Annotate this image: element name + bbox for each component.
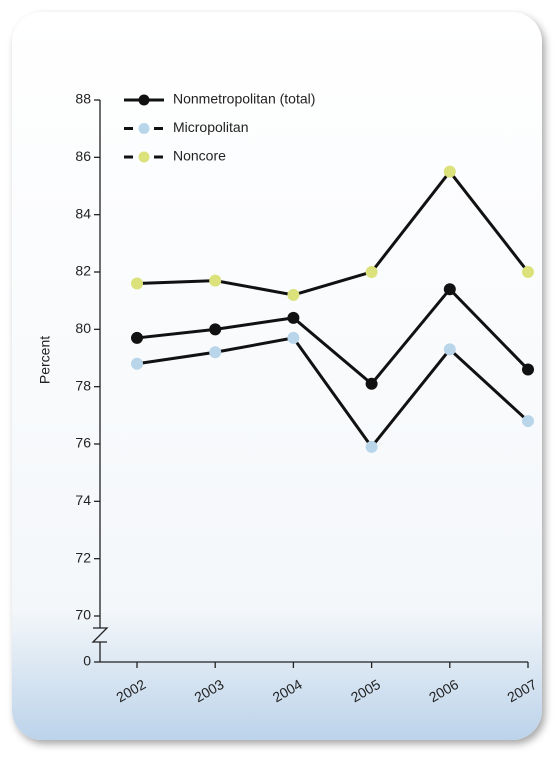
data-point	[365, 266, 378, 278]
legend-label: Noncore	[173, 148, 226, 164]
data-point	[287, 331, 300, 344]
legend-marker	[138, 123, 150, 134]
y-tick-label: 86	[75, 148, 91, 164]
data-point	[443, 283, 456, 296]
series-line	[136, 336, 530, 450]
y-tick-label: 80	[75, 320, 91, 336]
legend-marker	[138, 94, 150, 106]
y-tick-label: 70	[75, 607, 91, 623]
legend-label: Nonmetropolitan (total)	[173, 91, 315, 107]
data-point	[209, 323, 222, 336]
legend-marker	[138, 151, 150, 163]
y-tick-label: 88	[75, 91, 91, 107]
data-point	[131, 277, 143, 290]
y-tick-label: 84	[75, 205, 91, 221]
data-point	[522, 415, 534, 428]
data-point	[209, 274, 222, 287]
data-point	[443, 343, 456, 356]
data-point	[365, 440, 378, 453]
data-point	[443, 165, 456, 178]
data-point	[131, 357, 143, 370]
y-tick-label: 78	[75, 377, 91, 393]
data-point	[131, 331, 143, 344]
data-point	[209, 346, 222, 359]
card	[12, 12, 542, 740]
series-line	[136, 169, 530, 297]
y-tick-label: 82	[75, 263, 91, 279]
data-point	[365, 377, 378, 390]
data-point	[287, 288, 300, 301]
y-axis-label: Percent	[37, 336, 53, 384]
y-tick-label: 72	[75, 549, 91, 565]
y-tick-label: 76	[75, 435, 91, 451]
data-point	[287, 311, 300, 324]
data-point	[522, 266, 534, 278]
y-tick-label: 0	[83, 653, 91, 669]
y-tick-label: 74	[75, 492, 91, 508]
data-point	[522, 363, 534, 376]
legend-label: Micropolitan	[173, 119, 248, 135]
series-line	[136, 286, 530, 386]
